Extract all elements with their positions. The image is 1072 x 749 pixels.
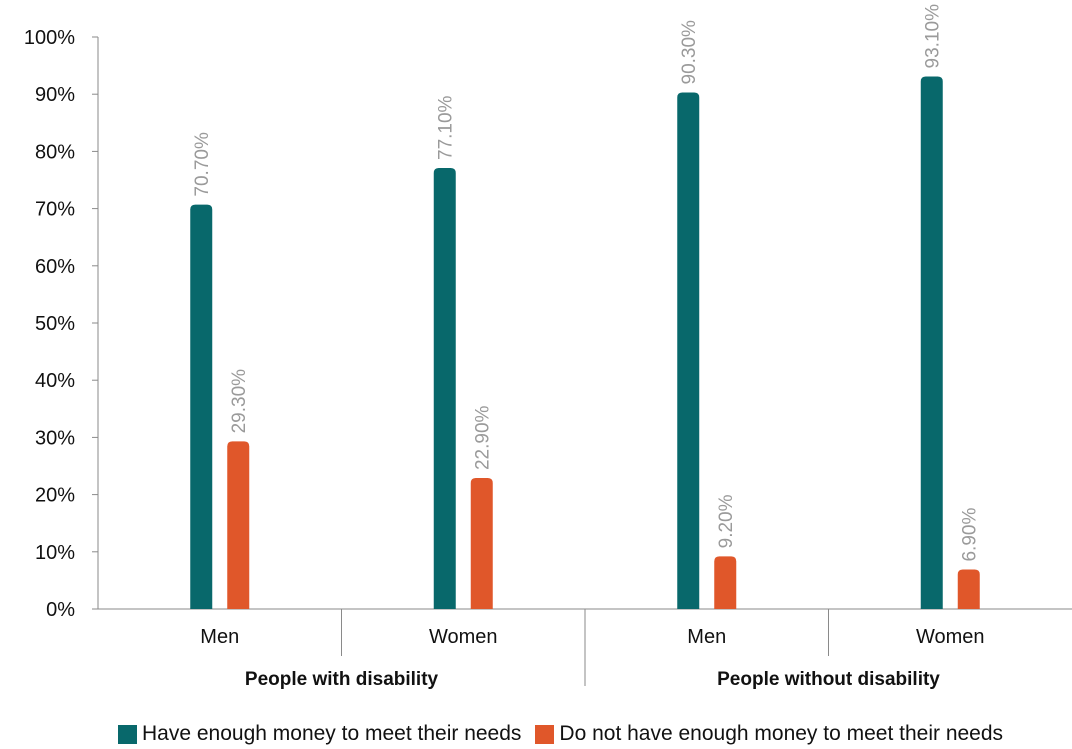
y-tick-label: 70%: [35, 199, 75, 221]
y-tick-label: 40%: [35, 370, 75, 392]
bar-not-enough: [714, 556, 737, 609]
group-label: People without disability: [717, 669, 940, 690]
y-tick-label: 10%: [35, 542, 75, 564]
category-label: Men: [200, 626, 239, 648]
y-tick-label: 30%: [35, 427, 75, 449]
data-label: 90.30%: [679, 20, 700, 85]
y-tick-label: 80%: [35, 141, 75, 163]
data-label: 6.90%: [960, 508, 981, 562]
y-tick-label: 0%: [46, 599, 75, 621]
data-label: 93.10%: [923, 4, 944, 69]
y-tick-label: 60%: [35, 256, 75, 278]
bar-not-enough: [227, 441, 250, 609]
y-tick-label: 100%: [24, 27, 75, 49]
legend-item-have-enough: Have enough money to meet their needs: [118, 722, 521, 746]
chart-data-labels: 70.70% 77.10% 90.30% 93.10% 29.30% 22.90% 9.20…: [192, 4, 981, 562]
chart-axes: 0% 10% 20% 30% 40% 50% 60% 70% 80% 90% 100% Men Wome…: [24, 27, 1072, 690]
data-label: 70.70%: [192, 132, 213, 197]
category-label: Women: [429, 626, 498, 648]
data-label: 22.90%: [473, 405, 494, 470]
chart-bars: [190, 76, 980, 609]
bar-have-enough: [190, 204, 213, 609]
bar-not-enough: [957, 569, 980, 609]
legend-swatch-have-enough: [118, 724, 137, 744]
bar-have-enough: [920, 76, 943, 609]
category-label: Men: [687, 626, 726, 648]
group-label: People with disability: [245, 669, 439, 690]
bar-have-enough: [433, 167, 456, 609]
data-label: 29.30%: [229, 369, 250, 434]
legend-item-not-enough: Do not have enough money to meet their n…: [535, 722, 1003, 746]
chart-legend: Have enough money to meet their needs Do…: [118, 722, 1017, 746]
y-tick-label: 20%: [35, 485, 75, 507]
bar-have-enough: [677, 92, 700, 609]
bar-not-enough: [470, 478, 493, 609]
legend-swatch-not-enough: [535, 724, 555, 744]
legend-label-have-enough: Have enough money to meet their needs: [142, 722, 522, 745]
y-tick-label: 50%: [35, 313, 75, 335]
y-tick-label: 90%: [35, 84, 75, 106]
legend-label-not-enough: Do not have enough money to meet their n…: [559, 722, 1004, 745]
data-label: 9.20%: [716, 494, 737, 548]
data-label: 77.10%: [436, 95, 457, 160]
category-label: Women: [916, 626, 985, 648]
